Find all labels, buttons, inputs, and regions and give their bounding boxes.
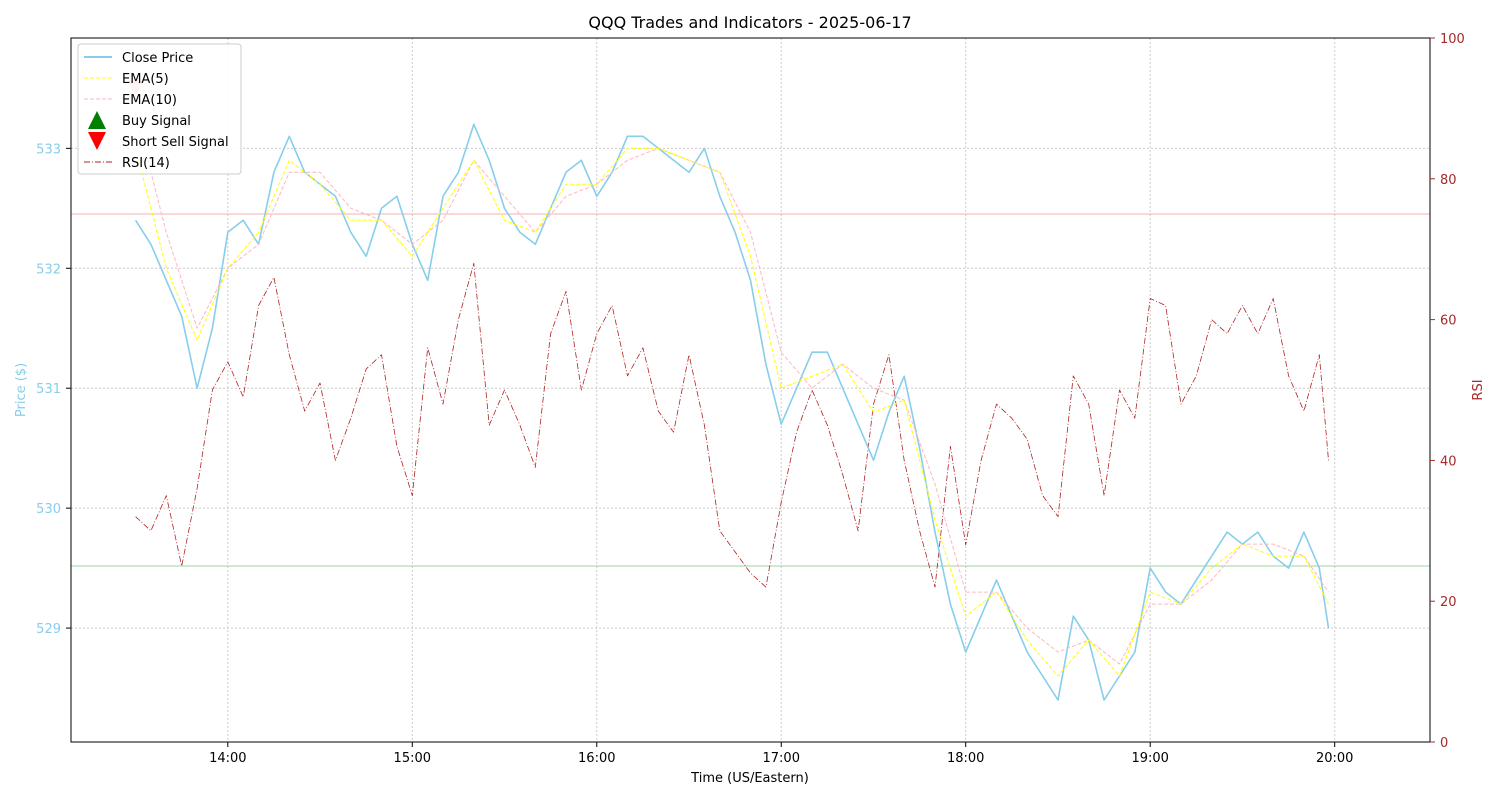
ema5-line [135, 147, 1329, 677]
y-tick-label: 531 [36, 382, 61, 397]
y2-tick-label: 40 [1440, 454, 1457, 469]
y-tick-label: 533 [36, 142, 61, 157]
chart-title: QQQ Trades and Indicators - 2025-06-17 [588, 13, 911, 32]
y2-axis-label: RSI [1471, 379, 1486, 400]
y2-axis-ticks: 0 20 40 60 80 100 [1430, 32, 1465, 751]
x-tick-label: 16:00 [578, 751, 615, 766]
legend-label-short-sell-signal: Short Sell Signal [122, 135, 229, 150]
legend-label-rsi-14: RSI(14) [122, 156, 170, 171]
x-tick-label: 14:00 [209, 751, 246, 766]
y2-tick-label: 60 [1440, 314, 1457, 329]
rsi-line [135, 262, 1329, 588]
y-axis-ticks: 529 530 531 532 533 [36, 142, 71, 637]
legend-label-ema-5: EMA(5) [122, 72, 169, 87]
y-tick-label: 532 [36, 262, 61, 277]
legend-items: Close Price EMA(5) EMA(10) Buy Signal Short … [84, 51, 229, 171]
x-tick-label: 19:00 [1131, 751, 1168, 766]
series-layer [134, 112, 1330, 701]
legend: Close Price EMA(5) EMA(10) Buy Signal Short … [77, 43, 242, 175]
y-tick-label: 530 [36, 502, 61, 517]
x-tick-label: 18:00 [947, 751, 984, 766]
y2-tick-label: 100 [1440, 32, 1465, 47]
legend-label-close-price: Close Price [122, 51, 193, 66]
y-tick-label: 529 [36, 622, 61, 637]
x-tick-label: 15:00 [394, 751, 431, 766]
x-axis-ticks: 14:00 15:00 16:00 17:00 18:00 19:00 20:00 [209, 742, 1353, 766]
reference-lines [71, 213, 1430, 567]
y2-tick-label: 20 [1440, 595, 1457, 610]
legend-box [77, 43, 242, 175]
legend-label-buy-signal: Buy Signal [122, 114, 191, 129]
legend-swatch-short-sell-signal [88, 132, 106, 150]
x-axis-label: Time (US/Eastern) [690, 771, 809, 786]
close-price-line [134, 123, 1330, 701]
x-tick-label: 20:00 [1316, 751, 1353, 766]
y2-tick-label: 80 [1440, 173, 1457, 188]
x-tick-label: 17:00 [763, 751, 800, 766]
legend-label-ema-10: EMA(10) [122, 93, 177, 108]
plot-frame [70, 37, 1431, 743]
legend-swatch-buy-signal [88, 111, 106, 129]
y2-tick-label: 0 [1440, 736, 1448, 751]
y-axis-label: Price ($) [14, 363, 29, 417]
